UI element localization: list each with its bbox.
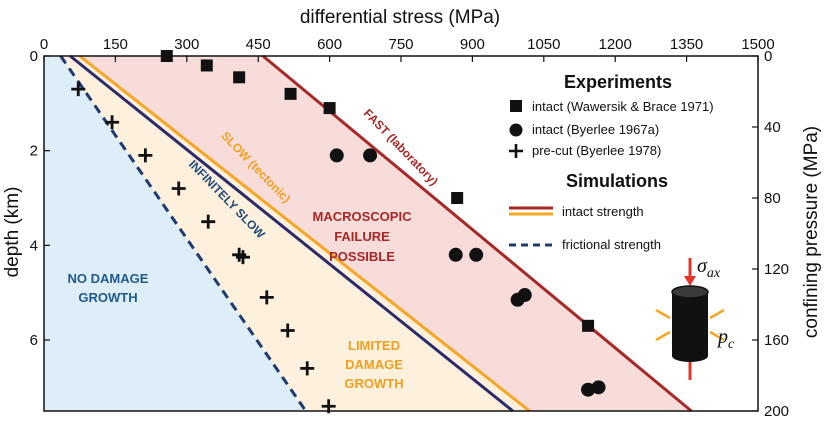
left-tick-label: 0 [30,48,38,65]
right-tick-label: 160 [764,332,789,349]
top-tick-label: 1350 [670,36,703,53]
confining-arrow-l2 [655,330,671,342]
no-damage-region [44,56,306,411]
region-labels: NO DAMAGE GROWTH LIMITED DAMAGE GROWTH MACR… [68,209,413,391]
circle-marker [329,148,344,163]
limited-damage-label: LIMITED DAMAGE GROWTH [344,338,403,391]
plus-marker [71,82,86,97]
top-tick-label: 450 [246,36,271,53]
triaxial-sample-inset: σax pc [655,255,735,380]
plus-marker [105,115,120,130]
square-marker [323,102,336,115]
top-tick-label: 0 [40,36,48,53]
top-tick-label: 150 [103,36,128,53]
failure-label: MACROSCOPIC FAILURE POSSIBLE [313,209,413,264]
legend-square-marker [510,100,522,112]
left-tick-label: 2 [30,143,38,160]
confining-arrow-r2 [709,330,725,342]
shaded-regions [44,56,692,411]
circle-marker [469,247,484,262]
legend: Experiments intact (Wawersik & Brace 197… [509,72,714,252]
data-markers [71,50,606,414]
right-axis-title: confining pressure (MPa) [801,126,822,338]
square-marker [582,319,595,332]
top-tick-label: 900 [460,36,485,53]
square-marker [233,71,246,84]
legend-circle-marker [509,123,523,137]
legend-entry-byerlee67: intact (Byerlee 1967a) [532,122,659,137]
limited-damage-region [60,56,530,411]
cylinder-top [671,285,709,299]
no-damage-label: NO DAMAGE GROWTH [68,271,149,305]
top-tick-label: 1500 [741,36,774,53]
left-tick-label: 6 [30,332,38,349]
confining-arrow-r1 [709,308,725,320]
legend-simulations-title: Simulations [566,171,668,191]
sigma-ax-label: σax [697,255,721,281]
top-tick-label: 1050 [527,36,560,53]
square-marker [451,192,464,204]
strength-lines [59,54,693,413]
circle-marker [363,148,378,163]
axial-load-arrowhead [684,276,696,286]
circle-marker [517,288,532,303]
circle-marker [581,382,596,397]
axis-ticks: 0 150 300 450 600 750 900 1050 1200 1350 150002460… [30,36,789,420]
right-tick-label: 40 [764,119,781,136]
frictional-line [59,55,308,412]
confining-arrow-l1 [655,308,671,320]
top-tick-label: 1200 [599,36,632,53]
circle-marker [448,247,463,262]
plus-marker [201,214,216,229]
plus-marker [138,148,153,163]
right-tick-label: 120 [764,261,789,278]
right-tick-label: 200 [764,403,789,420]
plus-marker [300,361,315,376]
legend-entry-intact-strength: intact strength [562,204,644,219]
plus-marker [280,323,295,338]
left-tick-label: 4 [30,237,38,254]
infinitely_slow-line [69,54,514,413]
top-tick-label: 600 [317,36,342,53]
legend-experiments-title: Experiments [564,72,672,92]
right-tick-label: 80 [764,190,781,207]
circle-marker [591,380,606,395]
plus-marker [259,290,274,305]
right-tick-label: 0 [764,48,772,65]
legend-entry-frictional-strength: frictional strength [562,237,661,252]
legend-entry-byerlee78: pre-cut (Byerlee 1978) [532,143,661,158]
legend-entry-wawersik: intact (Wawersik & Brace 1971) [532,99,714,114]
left-axis-title: depth (km) [2,187,23,278]
square-marker [200,59,213,72]
legend-plus-marker [509,144,523,158]
square-marker [284,87,297,100]
plus-marker [235,250,250,265]
fast-line [262,54,693,413]
top-tick-label: 300 [174,36,199,53]
slow-line [78,54,531,413]
plus-marker [171,181,186,196]
p-c-label: pc [716,326,735,352]
top-axis-title: differential stress (MPa) [300,7,500,28]
failure-region [79,56,692,411]
cylinder-body [672,292,708,362]
top-tick-label: 750 [388,36,413,53]
